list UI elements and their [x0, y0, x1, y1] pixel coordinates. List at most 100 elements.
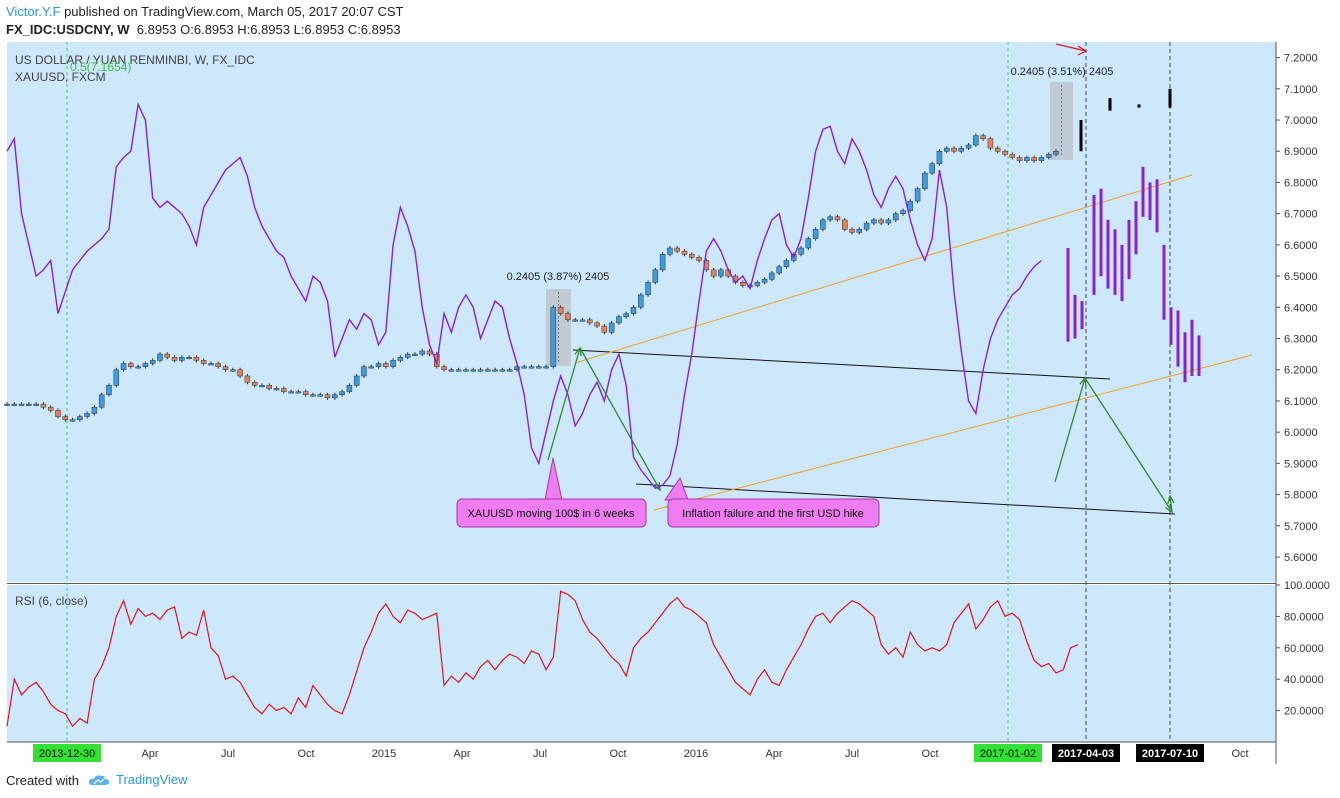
usdcny-candle: [820, 219, 826, 230]
usdcny-candle: [900, 210, 906, 214]
published-text: published on TradingView.com, March 05, …: [64, 4, 404, 19]
usdcny-candle: [652, 269, 659, 283]
rsi-tick-label: 100.0000: [1284, 580, 1330, 592]
usdcny-candle: [543, 366, 549, 369]
usdcny-candle: [885, 219, 892, 224]
marker-date-label: 2017-04-03: [1058, 748, 1114, 760]
usdcny-candle: [91, 406, 98, 414]
usdcny-candle: [965, 144, 972, 149]
usdcny-candle: [332, 394, 338, 399]
usdcny-candle: [324, 394, 331, 399]
usdcny-candle: [776, 266, 782, 274]
usdcny-candle: [980, 135, 986, 140]
usdcny-candle: [368, 366, 374, 369]
projection-arrow: [547, 347, 581, 461]
price-tick-label: 6.2000: [1284, 365, 1318, 377]
usdcny-candle: [987, 138, 994, 149]
usdcny-candle: [200, 360, 207, 364]
usdcny-candle: [470, 369, 476, 372]
time-tick-label: Oct: [921, 748, 938, 760]
usdcny-candle: [273, 388, 280, 391]
usdcny-candle: [18, 403, 25, 406]
rsi-tick-label: 40.0000: [1284, 674, 1324, 686]
usdcny-candle: [565, 313, 571, 321]
usdcny-candle: [128, 363, 134, 367]
highlight-date-bg: [33, 744, 101, 762]
price-axis-bg: [1276, 42, 1340, 764]
usdcny-candle: [477, 369, 484, 372]
usdcny-candle: [506, 369, 513, 372]
usdcny-candle: [426, 350, 433, 355]
usdcny-candle: [179, 357, 185, 361]
projection-arrow-head: [653, 481, 661, 492]
usdcny-candle: [623, 313, 629, 317]
usdcny-candle: [84, 413, 90, 417]
price-tick-label: 7.0000: [1284, 115, 1318, 127]
usdcny-candle: [251, 381, 258, 386]
usdcny-candle: [222, 366, 229, 370]
usdcny-candle: [871, 219, 877, 224]
usdcny-candle: [113, 369, 120, 386]
usdcny-candle: [674, 247, 680, 252]
usdcny-candle: [492, 369, 498, 372]
author-link[interactable]: Victor.Y.F: [6, 4, 61, 19]
rsi-line: [6, 590, 1079, 728]
usdcny-candle: [689, 254, 695, 258]
time-tick-label: Oct: [1231, 748, 1248, 760]
usdcny-candle: [1045, 154, 1052, 158]
usdcny-candle: [288, 391, 294, 394]
usdcny-candle: [448, 369, 455, 372]
symbol-name: FX_IDC:USDCNY, W: [6, 22, 130, 37]
usdcny-candle: [958, 147, 965, 152]
price-tick-label: 5.7000: [1284, 521, 1318, 533]
usdcny-candle: [812, 229, 819, 239]
usdcny-candle: [77, 416, 83, 420]
usdcny-series: [4, 133, 1059, 422]
time-tick-label: Jul: [845, 748, 859, 760]
time-tick-label: 2016: [684, 748, 708, 760]
usdcny-candle: [193, 357, 200, 361]
marker-date-bg: [1052, 744, 1120, 762]
callout-text-1: XAUUSD moving 100$ in 6 weeks: [468, 508, 635, 520]
usdcny-candle: [383, 363, 389, 367]
usdcny-candle: [528, 366, 535, 369]
highlight-date-label: 2017-01-02: [980, 748, 1036, 760]
usdcny-candle: [594, 322, 600, 327]
time-tick-label: 2015: [372, 748, 396, 760]
usdcny-candle: [485, 369, 491, 372]
usdcny-candle: [40, 403, 47, 408]
tradingview-cloud-icon: [88, 774, 110, 785]
usdcny-candle: [616, 316, 622, 324]
usdcny-candle: [120, 363, 127, 370]
usdcny-candle: [761, 278, 768, 283]
usdcny-candle: [579, 319, 586, 322]
usdcny-candle: [186, 357, 192, 360]
usdcny-candle: [710, 269, 717, 277]
symbol-line: FX_IDC:USDCNY, W 6.8953 O:6.8953 H:6.895…: [6, 22, 401, 37]
usdcny-candle: [863, 222, 870, 230]
usdcny-candle: [557, 307, 564, 314]
usdcny-candle: [521, 366, 527, 369]
price-tick-label: 7.2000: [1284, 53, 1318, 65]
time-axis-bg: [7, 742, 1276, 764]
publication-line: Victor.Y.F published on TradingView.com,…: [6, 4, 403, 19]
projection-arrow: [579, 347, 661, 491]
usdcny-candle: [943, 147, 950, 152]
usdcny-candle: [412, 353, 418, 356]
price-tick-label: 6.1000: [1284, 396, 1318, 408]
usdcny-candle: [62, 416, 69, 420]
price-tick-label: 6.5000: [1284, 271, 1318, 283]
price-tick-label: 5.9000: [1284, 458, 1318, 470]
price-range-label-1: 0.2405 (3.87%) 2405: [507, 271, 610, 283]
rsi-tick-label: 20.0000: [1284, 706, 1324, 718]
projection-arrow: [1084, 377, 1173, 513]
price-tick-label: 6.4000: [1284, 302, 1318, 314]
usdcny-candle: [1031, 157, 1037, 161]
usdcny-candle: [375, 363, 382, 367]
usdcny-candle: [550, 307, 557, 367]
usdcny-candle: [914, 188, 921, 202]
usdcny-candle: [601, 325, 608, 333]
usdcny-candle: [1016, 157, 1023, 161]
tradingview-link[interactable]: TradingView: [88, 772, 188, 787]
red-arrow: [1055, 43, 1087, 52]
